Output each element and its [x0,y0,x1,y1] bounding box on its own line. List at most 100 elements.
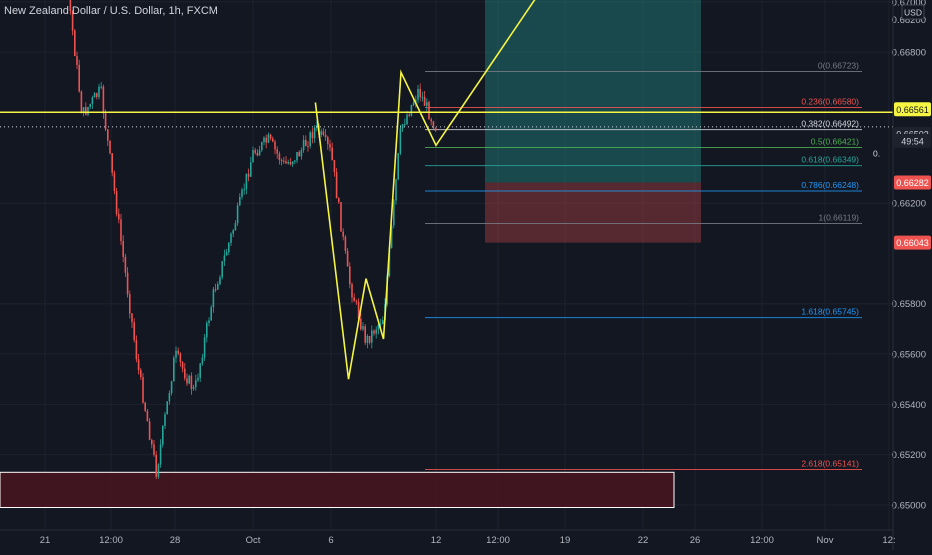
price-tick-label: 0.65600 [892,350,926,361]
position-target-zone[interactable] [485,0,701,183]
candle-body [144,402,146,411]
candle-body [98,86,100,97]
candle-body [324,134,327,138]
candle-body [210,307,212,321]
candle-body [208,320,210,324]
price-tick-label: 0.68200 [892,15,926,26]
candle-body [243,189,245,191]
candle-body [254,150,256,153]
candle-body [190,375,193,389]
price-label-text: 49:54 [901,136,924,146]
candle-body [261,142,263,151]
candle-body [340,202,342,232]
position-stop-zone[interactable] [485,182,701,243]
time-tick-label: 12: [882,535,895,546]
candle-body [252,150,254,163]
candle-body [368,335,371,343]
price-label-tag [894,175,931,190]
fib-level-label: 1(0.66119) [819,212,860,222]
candle-body [131,313,133,323]
candle-body [173,357,175,382]
price-label-tag [894,133,931,148]
candle-body [159,444,162,465]
candles-layer [69,0,437,480]
candle-body [223,255,226,262]
candle-body [353,297,355,302]
candle-body [351,284,353,298]
candle-body [333,159,336,173]
candle-body [124,256,127,273]
candle-body [258,150,261,156]
currency-badge[interactable] [901,4,925,20]
time-tick-label: Oct [246,535,261,546]
candle-body [373,330,375,334]
fib-extra-label: 0. [873,149,880,159]
candle-body [342,231,344,237]
candle-body [166,401,168,415]
candle-body [239,196,241,206]
candle-body [362,326,364,330]
time-tick-label: 26 [690,535,701,546]
candle-body [377,324,380,330]
candle-body [331,147,333,160]
candle-body [175,350,177,358]
candle-body [129,294,131,314]
price-axis[interactable]: 0.680000.678000.676000.674000.672000.670… [892,0,931,550]
candle-body [393,200,395,226]
candle-body [188,375,190,384]
candle-body [168,393,171,402]
candle-body [126,272,129,295]
candle-body [265,137,267,143]
candle-body [428,102,430,120]
time-tick-label: 12:00 [486,535,510,546]
candle-body [338,198,340,203]
candle-body [410,104,413,116]
price-tick-label: 0.66800 [892,48,926,59]
candle-body [320,131,322,135]
candle-body [225,252,228,256]
candle-body [423,96,426,106]
candle-body [256,152,259,156]
fib-level-label: 2.618(0.65141) [801,459,859,469]
candle-body [111,153,113,173]
candle-body [245,173,248,190]
candle-body [263,137,265,143]
candle-body [228,242,230,253]
candle-body [426,102,428,106]
price-tick-label: 0.66200 [892,199,926,210]
candle-body [217,284,219,290]
candle-body [104,113,107,130]
candle-body [404,124,406,126]
candle-body [102,86,105,114]
candle-body [151,439,153,445]
candle-body [415,99,417,103]
price-label-tag [894,102,931,117]
candle-body [388,247,391,276]
grid-lines [0,0,893,530]
candle-body [164,414,166,426]
candle-body [397,153,399,180]
candle-body [272,138,274,142]
candle-body [199,363,201,378]
position-layer [485,0,701,243]
candle-body [91,97,94,104]
time-tick-label: Nov [817,535,834,546]
candle-body [162,425,164,445]
time-axis[interactable]: 21 12:00 28 Oct 6 12 12:00 19 22 26 12:00 Nov 12: [0,529,896,546]
candle-body [375,329,377,334]
candle-body [421,96,424,98]
candle-body [401,124,404,129]
candle-body [322,131,325,135]
candle-body [406,114,408,125]
candle-body [434,127,437,131]
candle-body [195,380,197,387]
price-label-text: 0.66043 [896,238,929,248]
candle-body [78,64,80,92]
price-tick-label: 0.65200 [892,450,926,461]
candle-body [241,189,243,197]
candle-body [276,149,278,154]
pattern-drawing[interactable] [314,0,661,380]
demand-zone[interactable] [0,471,675,509]
